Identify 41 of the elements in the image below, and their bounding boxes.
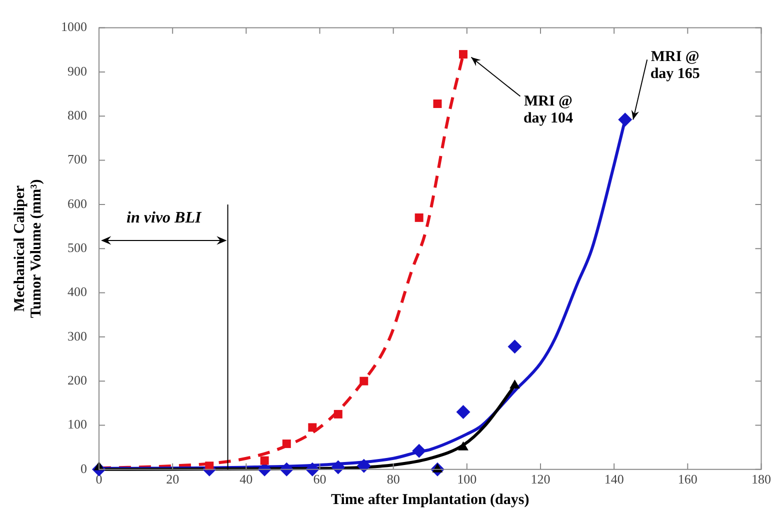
point [433, 100, 442, 108]
x-axis-title: Time after Implantation (days) [331, 492, 530, 508]
point [458, 50, 468, 59]
annotation: in vivo BLI [126, 210, 202, 227]
x-tick-label: 180 [752, 472, 771, 487]
y-tick-label: 100 [68, 416, 87, 432]
annotation: MRI @ day 104 [523, 94, 574, 127]
x-tick-label: 80 [386, 472, 400, 487]
x-tick-label: 60 [313, 472, 326, 487]
point [260, 456, 269, 465]
y-tick-label: 1000 [61, 19, 87, 34]
y-tick-label: 700 [68, 152, 87, 167]
point [356, 458, 371, 473]
y-tick-label: 600 [68, 196, 87, 211]
x-tick-label: 40 [240, 472, 253, 487]
point [456, 404, 470, 419]
point [308, 423, 317, 432]
x-tick-label: 120 [530, 472, 550, 487]
y-tick-label: 400 [68, 284, 87, 300]
point [458, 441, 468, 450]
x-tick-label: 160 [678, 472, 698, 487]
point [334, 410, 342, 418]
annotation: MRI @ day 165 [650, 49, 700, 82]
point [360, 376, 368, 386]
y-tick-label: 500 [68, 240, 87, 256]
point [508, 340, 522, 354]
point [618, 112, 632, 127]
x-tick-label: 140 [604, 472, 624, 487]
y-axis-title: Mechanical Caliper Tumor Volume (mm³) [12, 179, 45, 318]
y-tick-label: 200 [68, 372, 87, 388]
x-tick-label: 100 [457, 472, 477, 487]
point [414, 213, 424, 222]
y-tick-label: 300 [68, 328, 87, 344]
y-tick-label: 800 [68, 108, 87, 123]
y-tick-label: 0 [80, 460, 87, 476]
y-tick-label: 900 [68, 63, 87, 78]
x-tick-label: 0 [96, 472, 102, 487]
point [331, 460, 346, 474]
point [282, 440, 291, 448]
x-tick-label: 20 [166, 472, 180, 487]
point [412, 444, 426, 458]
